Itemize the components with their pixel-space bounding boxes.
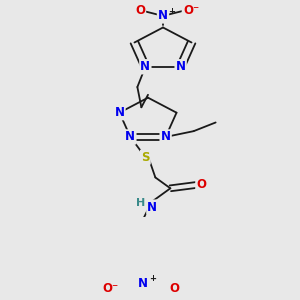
Text: N: N [176, 60, 186, 73]
Text: N: N [125, 130, 135, 143]
Text: O: O [169, 282, 179, 296]
Text: +: + [149, 274, 156, 283]
Text: O⁻: O⁻ [102, 282, 119, 296]
Text: N: N [115, 106, 124, 119]
Text: N: N [140, 60, 150, 73]
Text: O⁻: O⁻ [183, 4, 199, 16]
Text: O: O [196, 178, 206, 191]
Text: N: N [138, 277, 148, 290]
Text: N: N [158, 9, 168, 22]
Text: N: N [147, 201, 158, 214]
Text: +: + [169, 7, 176, 16]
Text: N: N [160, 130, 171, 143]
Text: S: S [141, 151, 150, 164]
Text: H: H [136, 198, 145, 208]
Text: O: O [135, 4, 145, 16]
